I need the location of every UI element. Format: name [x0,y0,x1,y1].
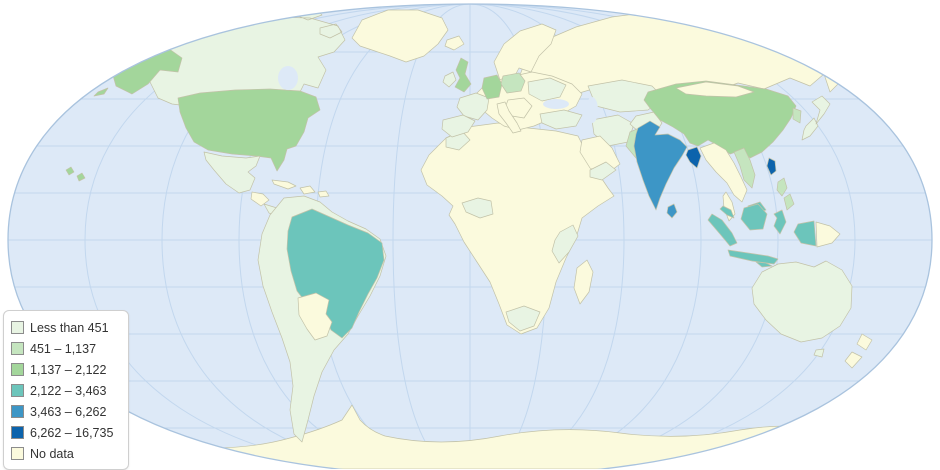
legend-swatch [11,405,24,418]
country-taiwan[interactable] [766,157,777,176]
legend-panel: Less than 451 451 – 1,137 1,137 – 2,122 … [3,310,129,470]
legend-swatch [11,342,24,355]
country-caribbean[interactable] [271,179,330,198]
country-madagascar[interactable] [573,259,594,305]
legend-item[interactable]: 2,122 – 3,463 [11,380,122,401]
country-turkey[interactable] [539,109,583,130]
country-ireland[interactable] [442,71,457,88]
country-japan[interactable] [801,95,831,141]
legend-item[interactable]: Less than 451 [11,317,122,338]
country-india[interactable] [633,120,688,211]
legend-label: No data [30,446,74,461]
country-mongolia[interactable] [675,81,755,98]
black-sea [543,99,569,109]
legend-swatch [11,321,24,334]
country-germany[interactable] [481,74,503,100]
legend-item[interactable]: 6,262 – 16,735 [11,422,122,443]
country-philippines[interactable] [776,177,795,211]
country-scandinavia[interactable] [493,23,557,84]
country-africa[interactable] [420,122,615,335]
legend-swatch [11,363,24,376]
country-indochina[interactable] [699,142,748,222]
country-france[interactable] [456,92,490,121]
country-usa[interactable] [65,41,321,182]
legend-swatch [11,426,24,439]
country-bangladesh[interactable] [685,146,702,169]
legend-label: 1,137 – 2,122 [30,362,107,377]
country-new-zealand[interactable] [844,333,873,369]
map-outline [7,3,933,469]
legend-label: 451 – 1,137 [30,341,97,356]
country-central-america[interactable] [250,191,270,207]
country-mexico[interactable] [203,151,261,194]
country-south-africa[interactable] [505,305,541,332]
legend-swatch [11,447,24,460]
landmasses [65,7,875,469]
country-italy[interactable] [496,101,522,134]
country-south-korea[interactable] [792,107,802,124]
country-bolivia-paraguay[interactable] [297,292,333,341]
country-sri-lanka[interactable] [666,203,678,219]
legend-label: 2,122 – 3,463 [30,383,107,398]
legend-swatch [11,384,24,397]
legend-item[interactable]: 3,463 – 6,262 [11,401,122,422]
legend-label: 3,463 – 6,262 [30,404,107,419]
country-poland[interactable] [500,72,526,94]
country-west-africa[interactable] [461,197,494,219]
country-ukraine[interactable] [527,77,567,102]
country-vietnam[interactable] [733,147,756,189]
legend-item[interactable]: No data [11,443,122,464]
country-australia[interactable] [751,260,853,358]
country-indonesia[interactable] [707,203,817,268]
country-papua-new-guinea[interactable] [815,221,841,248]
legend-label: 6,262 – 16,735 [30,425,114,440]
legend-label: Less than 451 [30,320,109,335]
legend-item[interactable]: 451 – 1,137 [11,338,122,359]
caspian-sea [586,97,598,123]
country-iceland[interactable] [444,35,465,51]
country-uk[interactable] [454,57,472,93]
legend-item[interactable]: 1,137 – 2,122 [11,359,122,380]
country-iberia[interactable] [441,114,476,138]
country-east-africa[interactable] [551,224,579,264]
country-greenland[interactable] [351,9,449,63]
country-yemen-oman[interactable] [589,161,617,181]
hudson-bay [278,66,298,90]
